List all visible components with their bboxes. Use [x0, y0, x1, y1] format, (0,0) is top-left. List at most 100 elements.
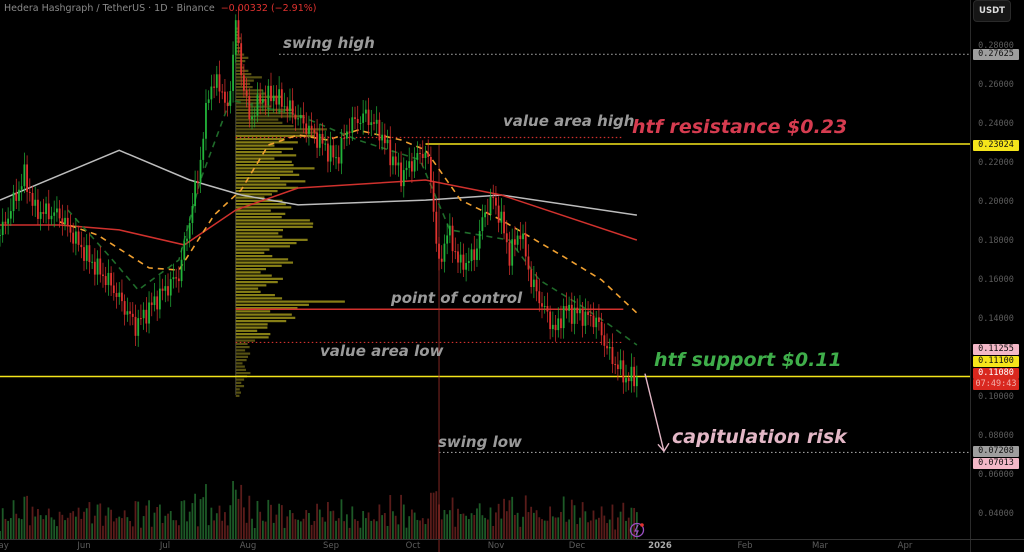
candle-body	[302, 114, 305, 124]
candle-body	[454, 251, 457, 253]
candle-body	[245, 90, 248, 96]
volume-bar	[283, 527, 286, 539]
volume-bar	[402, 504, 405, 539]
volume-bar	[448, 510, 451, 539]
volume-bar	[462, 513, 465, 539]
profile-bin	[235, 284, 267, 287]
candle-body	[150, 302, 153, 306]
profile-bin	[235, 281, 278, 284]
volume-bar	[64, 520, 66, 539]
indicator-line-0	[0, 149, 638, 216]
candle-body	[332, 145, 335, 158]
currency-button[interactable]: USDT	[973, 0, 1011, 22]
candle-body	[253, 115, 256, 117]
candle-body	[205, 102, 207, 139]
volume-bar	[625, 520, 627, 539]
volume-bar	[12, 500, 15, 539]
volume-bar	[186, 521, 188, 539]
candle-body	[278, 89, 281, 105]
projection-arrow	[644, 373, 670, 453]
candle-body	[589, 314, 592, 316]
volume-bar	[251, 518, 253, 539]
price-tag: 07:49:43	[973, 379, 1019, 390]
volume-bar	[45, 515, 47, 539]
candle-body	[56, 208, 58, 213]
candle-body	[500, 211, 503, 223]
volume-bar	[397, 524, 400, 539]
candle-body	[96, 258, 99, 275]
candle-body	[240, 43, 243, 76]
candle-body	[411, 161, 413, 172]
candle-body	[581, 308, 584, 326]
volume-bar	[191, 503, 194, 539]
candle-body	[202, 138, 205, 160]
candle-body	[102, 274, 104, 277]
profile-bin	[235, 378, 245, 381]
candle-body	[532, 279, 535, 288]
candle-body	[329, 145, 332, 162]
profile-bin	[235, 333, 271, 336]
volume-bar	[316, 503, 318, 539]
candle-body	[356, 118, 359, 124]
volume-bar	[375, 521, 378, 539]
profile-bin	[235, 180, 306, 183]
profile-bin	[235, 365, 245, 368]
candle-body	[215, 74, 218, 88]
candle-body	[497, 205, 500, 223]
candle-body	[351, 117, 354, 133]
volume-bar	[234, 489, 237, 539]
candle-body	[186, 238, 188, 242]
candle-body	[0, 234, 1, 236]
profile-bin	[235, 160, 292, 163]
volume-bar	[337, 518, 340, 539]
candle-body	[440, 258, 443, 262]
profile-bin	[235, 157, 275, 160]
volume-bar	[240, 484, 243, 539]
candle-body	[478, 231, 481, 249]
candle-body	[370, 122, 373, 126]
profile-bin	[235, 264, 282, 267]
volume-bar	[0, 531, 1, 539]
volume-bar	[481, 515, 484, 539]
candle-body	[104, 276, 107, 286]
volume-bar	[91, 523, 94, 539]
x-tick-label: Nov	[487, 541, 505, 551]
profile-bin	[235, 294, 275, 297]
candle-body	[348, 131, 351, 133]
volume-bar	[327, 502, 329, 539]
candle-body	[522, 233, 524, 240]
candle-body	[153, 296, 156, 306]
volume-bar	[286, 516, 289, 539]
candle-body	[383, 134, 386, 144]
volume-bar	[115, 518, 118, 539]
profile-bin	[235, 329, 258, 332]
candle-body	[88, 245, 91, 263]
profile-bin	[235, 352, 251, 355]
candle-body	[175, 277, 178, 279]
volume-bar	[42, 519, 45, 539]
symbol-title[interactable]: Hedera Hashgraph / TetherUS · 1D · Binan…	[4, 3, 215, 14]
candle-body	[484, 212, 486, 218]
candle-body	[535, 279, 538, 292]
price-tag: 0.27625	[973, 49, 1019, 60]
volume-bar	[332, 510, 335, 539]
annotation-swing-high: swing high	[283, 34, 375, 52]
volume-bar	[560, 511, 562, 539]
profile-bin	[235, 232, 279, 235]
candle-body	[470, 249, 473, 262]
lightning-icon[interactable]	[629, 522, 645, 538]
candle-body	[429, 156, 432, 183]
profile-bin	[235, 193, 272, 196]
candle-body	[486, 212, 489, 214]
candle-body	[45, 203, 47, 214]
volume-bar	[302, 518, 305, 539]
volume-bar	[497, 503, 500, 539]
candle-body	[172, 277, 175, 280]
price-tag: 0.11100	[973, 356, 1019, 367]
candle-body	[26, 164, 28, 192]
volume-bar	[4, 518, 7, 539]
candle-body	[164, 286, 167, 291]
volume-bar	[72, 511, 75, 539]
profile-bin	[235, 112, 294, 115]
